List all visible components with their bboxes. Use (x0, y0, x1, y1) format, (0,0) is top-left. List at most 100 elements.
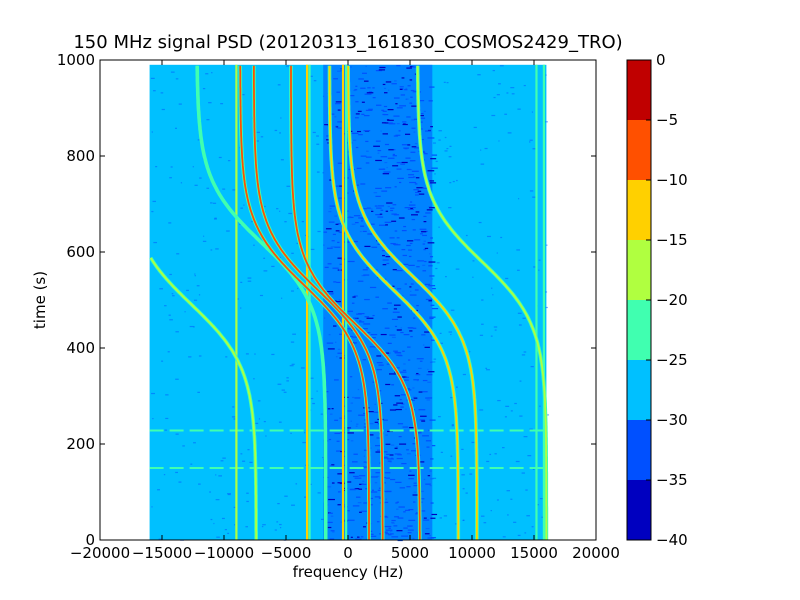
noise-pixel (407, 85, 411, 87)
noise-pixel (373, 411, 381, 413)
noise-pixel (339, 68, 343, 70)
noise-pixel (385, 529, 393, 531)
noise-pixel (277, 84, 281, 86)
noise-pixel (368, 411, 374, 413)
noise-pixel (362, 359, 367, 361)
noise-pixel (416, 379, 419, 381)
noise-pixel (395, 134, 401, 136)
noise-pixel (337, 121, 344, 123)
noise-pixel (386, 490, 392, 492)
noise-pixel (348, 427, 352, 429)
noise-pixel (331, 408, 334, 410)
noise-pixel (413, 379, 417, 381)
noise-pixel (375, 159, 382, 162)
noise-pixel (384, 516, 389, 518)
noise-pixel (415, 194, 419, 196)
noise-pixel (455, 386, 458, 388)
noise-pixel (424, 331, 431, 333)
noise-pixel (321, 518, 325, 520)
noise-pixel (387, 460, 392, 462)
noise-pixel (400, 327, 402, 329)
noise-pixel (431, 167, 438, 169)
noise-pixel (408, 176, 414, 179)
noise-pixel (353, 295, 358, 297)
noise-pixel (394, 447, 398, 449)
noise-pixel (438, 226, 440, 228)
noise-pixel (226, 230, 230, 232)
noise-pixel (242, 460, 246, 462)
noise-pixel (388, 534, 392, 536)
noise-pixel (398, 130, 401, 132)
noise-pixel (386, 363, 390, 365)
noise-pixel (462, 519, 465, 521)
noise-pixel (254, 353, 256, 355)
noise-pixel (382, 255, 385, 257)
noise-pixel (342, 464, 347, 466)
noise-pixel (440, 342, 443, 344)
noise-pixel (429, 419, 436, 421)
noise-pixel (446, 82, 449, 84)
noise-pixel (409, 470, 412, 472)
noise-pixel (396, 329, 402, 331)
noise-pixel (411, 450, 418, 452)
noise-pixel (409, 242, 413, 245)
x-tick-label: 0 (343, 544, 353, 562)
noise-pixel (385, 81, 392, 83)
noise-pixel (327, 142, 330, 144)
noise-pixel (153, 241, 158, 244)
noise-pixel (423, 153, 428, 155)
noise-pixel (344, 427, 351, 429)
noise-pixel (531, 526, 534, 528)
noise-pixel (164, 429, 167, 431)
noise-pixel (431, 361, 436, 363)
noise-pixel (362, 480, 365, 482)
noise-pixel (423, 478, 426, 481)
noise-pixel (365, 140, 369, 143)
noise-pixel (405, 388, 410, 390)
noise-pixel (369, 286, 377, 289)
noise-pixel (376, 437, 383, 439)
noise-pixel (373, 145, 380, 147)
noise-pixel (424, 247, 429, 250)
noise-pixel (355, 113, 360, 115)
noise-pixel (397, 177, 404, 180)
noise-pixel (284, 495, 288, 497)
noise-pixel (422, 344, 425, 346)
noise-pixel (524, 532, 527, 534)
noise-pixel (493, 96, 496, 99)
noise-pixel (353, 215, 361, 217)
noise-pixel (419, 431, 422, 433)
noise-pixel (355, 117, 359, 119)
noise-pixel (328, 438, 332, 441)
noise-pixel (412, 494, 419, 496)
noise-pixel (406, 486, 411, 488)
noise-pixel (337, 482, 344, 484)
noise-pixel (428, 265, 433, 267)
noise-pixel (391, 220, 397, 222)
noise-pixel (414, 183, 418, 185)
noise-pixel (385, 383, 391, 386)
colorbar-bands (627, 60, 651, 540)
noise-pixel (400, 94, 406, 96)
noise-pixel (358, 321, 365, 323)
noise-pixel (493, 326, 498, 328)
noise-pixel (399, 443, 407, 445)
noise-pixel (361, 218, 364, 220)
noise-pixel (209, 491, 211, 493)
noise-pixel (422, 270, 427, 272)
noise-pixel (410, 290, 412, 292)
noise-pixel (364, 93, 372, 95)
noise-pixel (155, 166, 158, 168)
noise-pixel (529, 141, 531, 143)
noise-pixel (363, 274, 370, 276)
noise-pixel (417, 367, 422, 369)
noise-pixel (385, 477, 391, 479)
noise-pixel (357, 502, 362, 504)
noise-pixel (523, 351, 527, 353)
noise-pixel (405, 98, 407, 100)
noise-pixel (384, 143, 390, 146)
noise-pixel (358, 475, 366, 477)
noise-pixel (396, 501, 400, 503)
noise-pixel (347, 95, 355, 97)
